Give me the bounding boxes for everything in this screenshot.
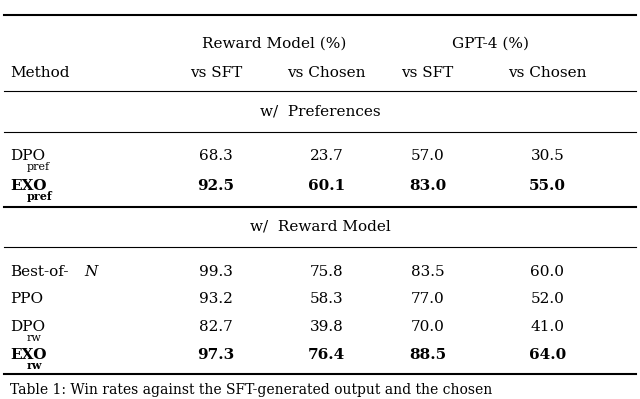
Text: EXO: EXO [10,179,47,193]
Text: DPO: DPO [10,150,45,164]
Text: 41.0: 41.0 [531,320,564,334]
Text: pref: pref [27,162,50,172]
Text: Method: Method [10,66,70,80]
Text: EXO: EXO [10,348,47,362]
Text: 55.0: 55.0 [529,179,566,193]
Text: Reward Model (%): Reward Model (%) [202,36,346,50]
Text: rw: rw [27,333,42,343]
Text: Table 1: Win rates against the SFT-generated output and the chosen: Table 1: Win rates against the SFT-gener… [10,383,493,397]
Text: 99.3: 99.3 [199,265,233,279]
Text: 58.3: 58.3 [310,292,343,306]
Text: 76.4: 76.4 [308,348,345,362]
Text: vs Chosen: vs Chosen [508,66,587,80]
Text: 64.0: 64.0 [529,348,566,362]
Text: GPT-4 (%): GPT-4 (%) [452,36,529,50]
Text: vs Chosen: vs Chosen [287,66,365,80]
Text: 30.5: 30.5 [531,150,564,164]
Text: 83.0: 83.0 [409,179,446,193]
Text: w/  Reward Model: w/ Reward Model [250,220,390,234]
Text: rw: rw [27,360,42,371]
Text: DPO: DPO [10,320,45,334]
Text: 57.0: 57.0 [410,150,444,164]
Text: 88.5: 88.5 [409,348,446,362]
Text: 93.2: 93.2 [199,292,233,306]
Text: 75.8: 75.8 [310,265,343,279]
Text: pref: pref [27,191,52,202]
Text: vs SFT: vs SFT [189,66,242,80]
Text: 70.0: 70.0 [410,320,444,334]
Text: 60.0: 60.0 [531,265,564,279]
Text: vs SFT: vs SFT [401,66,454,80]
Text: 97.3: 97.3 [197,348,234,362]
Text: 39.8: 39.8 [310,320,343,334]
Text: N: N [84,265,98,279]
Text: PPO: PPO [10,292,44,306]
Text: Best-of-: Best-of- [10,265,69,279]
Text: 77.0: 77.0 [410,292,444,306]
Text: 92.5: 92.5 [197,179,234,193]
Text: 83.5: 83.5 [411,265,444,279]
Text: 52.0: 52.0 [531,292,564,306]
Text: 68.3: 68.3 [199,150,233,164]
Text: w/  Preferences: w/ Preferences [260,105,380,119]
Text: 23.7: 23.7 [310,150,343,164]
Text: 82.7: 82.7 [199,320,233,334]
Text: 60.1: 60.1 [308,179,345,193]
